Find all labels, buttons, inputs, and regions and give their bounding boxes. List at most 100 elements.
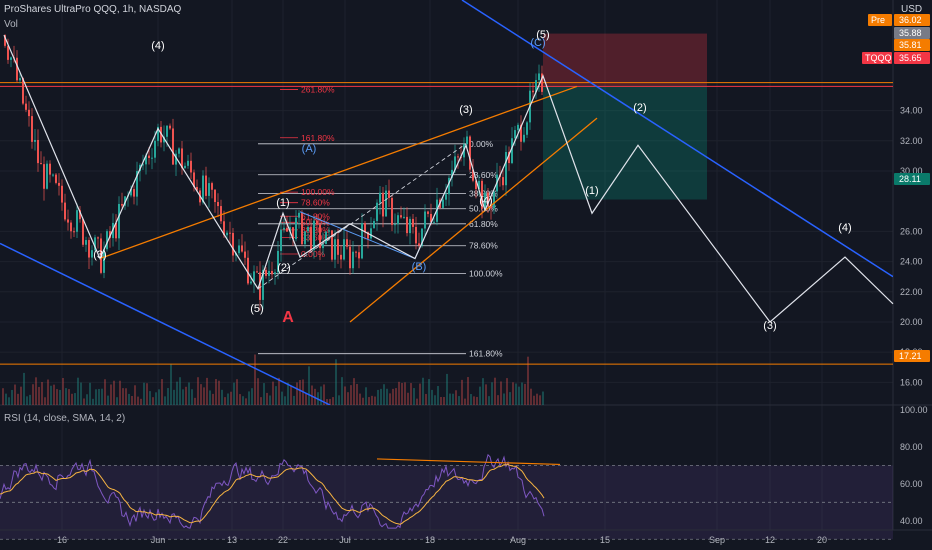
fib-red-label: 78.60%: [301, 198, 330, 208]
candle-body: [397, 215, 399, 225]
candle-body: [400, 215, 402, 218]
fib-level-label: 0.00%: [469, 139, 494, 149]
wave-label: (1): [276, 197, 289, 209]
volume-bar: [419, 383, 421, 405]
candle-body: [157, 126, 159, 141]
volume-bar: [449, 393, 451, 405]
volume-bar: [230, 391, 232, 405]
volume-bar: [56, 389, 58, 405]
candle-body: [301, 212, 303, 245]
candle-body: [37, 139, 39, 164]
time-tick: Sep: [709, 535, 725, 545]
volume-bar: [77, 377, 79, 405]
fib-red-label: 23.60%: [301, 232, 330, 242]
trend-lines[interactable]: [0, 0, 893, 405]
candle-body: [175, 153, 177, 165]
candle-body: [328, 230, 330, 232]
candle-body: [4, 35, 6, 46]
candle-body: [349, 246, 351, 269]
candle-body: [196, 186, 198, 191]
candle-body: [271, 270, 273, 275]
candle-body: [382, 192, 384, 217]
volume-bar: [152, 397, 154, 405]
candle-body: [289, 227, 291, 232]
price-tags: 36.02 Pre 35.88 35.81 35.65 TQQQ 28.11 17.21: [862, 14, 930, 362]
volume-bar: [83, 398, 85, 405]
volume-label: Vol: [4, 19, 18, 30]
volume-bar: [338, 395, 340, 405]
wave-label: (C): [530, 37, 545, 49]
rsi-pane: [0, 453, 893, 540]
candle-body: [385, 190, 387, 217]
candle-body: [280, 229, 282, 251]
candle-body: [133, 189, 135, 197]
candle-body: [7, 45, 9, 60]
candle-body: [358, 252, 360, 259]
volume-bar: [254, 354, 256, 405]
volume-bar: [344, 386, 346, 405]
candle-body: [193, 172, 195, 187]
time-axis: 16 Jun 13 22 Jul 18 Aug 15 Sep 12 20: [0, 529, 932, 545]
volume-bars: [2, 354, 544, 405]
volume-bar: [500, 381, 502, 405]
candle-body: [505, 151, 507, 186]
candle-body: [103, 249, 105, 273]
volume-bar: [293, 395, 295, 405]
price-tag-label: TQQQ: [865, 53, 892, 63]
volume-bar: [467, 377, 469, 405]
volume-bar: [506, 378, 508, 405]
volume-bar: [428, 379, 430, 405]
volume-bar: [107, 395, 109, 405]
volume-bar: [122, 388, 124, 405]
volume-bar: [341, 377, 343, 405]
candle-body: [352, 251, 354, 269]
price-tag-label-bg: [868, 14, 892, 26]
volume-bar: [479, 386, 481, 405]
candle-body: [394, 224, 396, 226]
candle-body: [79, 210, 81, 220]
wave-labels: (4)(3)(5) A(1)(2)(A)(B)(3)(4)(C)(5)(1)(2)…: [93, 29, 851, 332]
volume-bar: [362, 397, 364, 405]
time-tick: 12: [765, 535, 775, 545]
chart-title[interactable]: ProShares UltraPro QQQ, 1h, NASDAQ: [4, 4, 182, 15]
candle-body: [187, 160, 189, 166]
candle-body: [532, 90, 534, 93]
volume-bar: [65, 388, 67, 405]
candle-body: [478, 180, 480, 190]
candle-body: [313, 220, 315, 250]
rsi-label[interactable]: RSI (14, close, SMA, 14, 2): [4, 413, 126, 424]
volume-bar: [269, 395, 271, 405]
candle-body: [70, 222, 72, 232]
fib-level-label: 61.80%: [469, 219, 498, 229]
candle-body: [130, 189, 132, 196]
candle-body: [151, 157, 153, 159]
candle-body: [274, 272, 276, 275]
rsi-sma-line: [0, 464, 545, 525]
volume-bar: [137, 396, 139, 405]
volume-bar: [119, 380, 121, 405]
candle-body: [208, 183, 210, 196]
volume-bar: [236, 379, 238, 405]
volume-bar: [329, 398, 331, 405]
volume-bar: [308, 366, 310, 405]
fib-red-label: 61.80%: [301, 211, 330, 221]
volume-bar: [98, 388, 100, 405]
fibonacci-retracement: 0.00%23.60%38.20%50.00%61.80%78.60%100.0…: [258, 84, 503, 359]
wave-label: (4): [151, 40, 164, 52]
volume-bar: [452, 393, 454, 405]
candle-body: [451, 169, 453, 178]
candle-body: [514, 130, 516, 139]
candle-body: [184, 165, 186, 169]
candle-body: [307, 226, 309, 232]
volume-bar: [272, 381, 274, 405]
candle-body: [520, 124, 522, 142]
volume-bar: [35, 377, 37, 405]
price-tag-label-bg: [862, 52, 892, 64]
volume-bar: [326, 398, 328, 405]
price-tick: 26.00: [900, 226, 923, 236]
candle-body: [142, 164, 144, 166]
candle-body: [283, 227, 285, 230]
volume-bar: [512, 382, 514, 405]
candle-body: [442, 199, 444, 208]
